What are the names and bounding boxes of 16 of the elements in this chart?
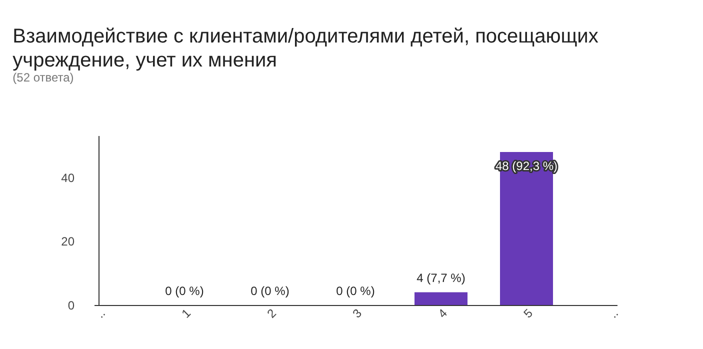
chart-title: Взаимодействие с клиентами/родителями детей, посещающих учреждение, учет их мнения	[12, 26, 598, 72]
y-tick-label: 20	[61, 234, 75, 249]
x-tick-label: ..	[606, 306, 621, 321]
y-tick-label: 40	[61, 170, 75, 185]
x-tick-label: 3	[350, 306, 365, 321]
text: 0 (0 %)	[250, 284, 290, 298]
x-tick-label: 5	[520, 306, 536, 321]
text: 4 (7,7 %)	[416, 271, 466, 286]
y-tick-label: 0	[68, 298, 75, 312]
text: 0 (0 %)	[165, 284, 204, 298]
x-tick-label: 2	[264, 306, 280, 321]
x-tick-label: ..	[93, 306, 108, 321]
chart-subtitle: (52 ответа)	[12, 70, 74, 84]
x-tick-label: 1	[178, 306, 194, 321]
x-tick-label: 4	[435, 306, 450, 321]
text: 0 (0 %)	[336, 284, 375, 298]
